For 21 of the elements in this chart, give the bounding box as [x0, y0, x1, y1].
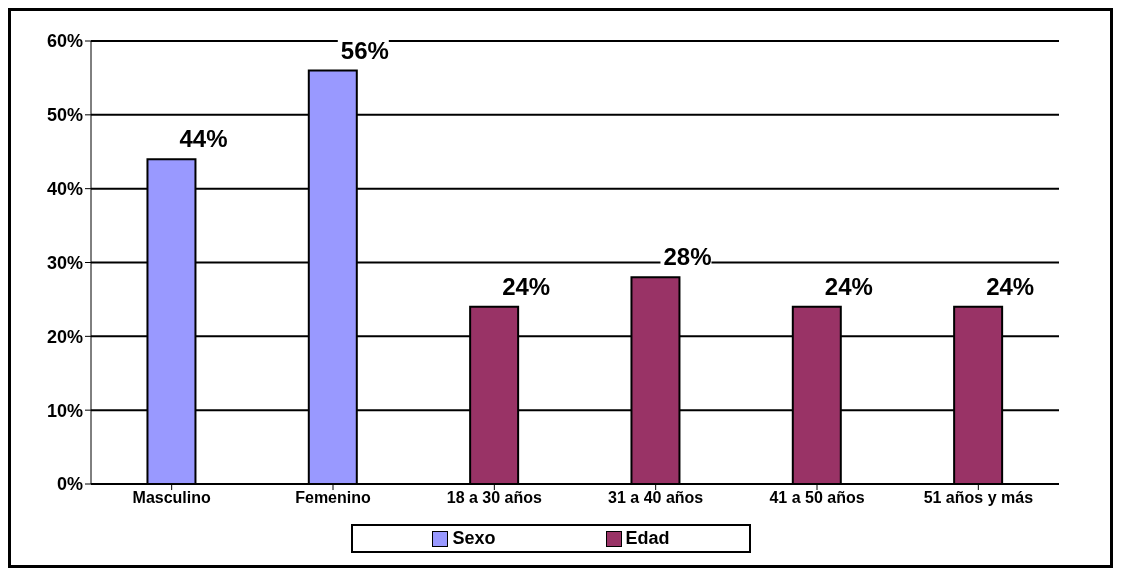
y-tick-label: 20% — [46, 326, 83, 347]
y-tick-label: 10% — [46, 400, 83, 421]
y-tick-label: 50% — [46, 105, 83, 126]
data-label: 44% — [179, 125, 228, 153]
y-tick-label: 60% — [46, 31, 83, 52]
legend-label: Sexo — [451, 528, 496, 549]
data-label: 28% — [663, 243, 712, 271]
y-tick-label: 30% — [46, 252, 83, 273]
data-label: 24% — [986, 272, 1035, 300]
x-tick-label: 51 años y más — [923, 489, 1034, 507]
x-tick-label: 31 a 40 años — [608, 489, 704, 507]
y-tick-label: 0% — [56, 474, 83, 495]
data-label: 24% — [502, 272, 551, 300]
y-tick-label: 40% — [46, 179, 83, 200]
x-tick-label: 41 a 50 años — [769, 489, 865, 507]
x-tick-label: Masculino — [132, 489, 212, 507]
x-tick-label: Femenino — [295, 489, 372, 507]
data-label: 24% — [824, 272, 873, 300]
data-label: 56% — [340, 36, 389, 64]
x-tick-label: 18 a 30 años — [446, 489, 543, 507]
legend-label: Edad — [624, 528, 670, 549]
